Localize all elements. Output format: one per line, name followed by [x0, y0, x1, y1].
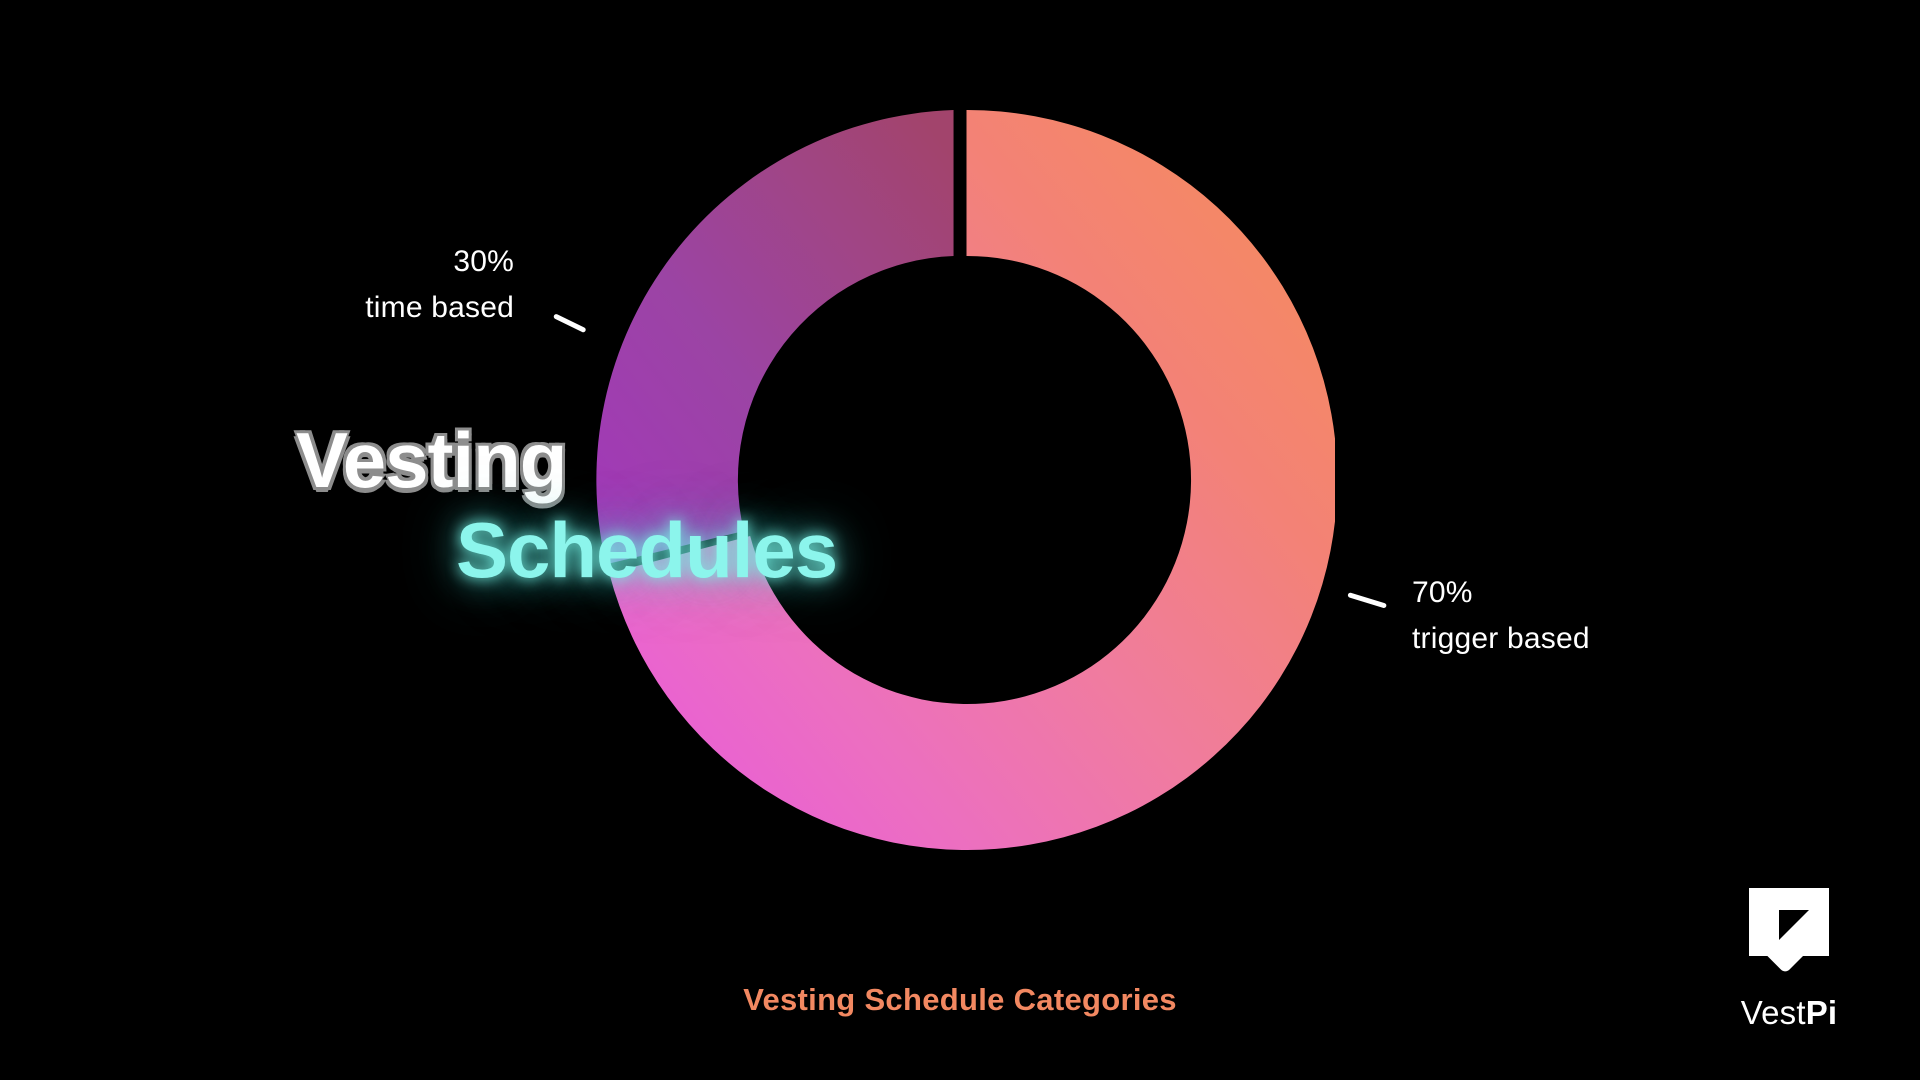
- donut-slice-time-based: [596, 110, 954, 565]
- callout-time-based: 30% time based: [365, 239, 514, 331]
- vestpi-badge-icon: [1749, 888, 1829, 972]
- donut-slice-trigger-based: [609, 110, 1335, 850]
- callout-time-based-percent: 30%: [453, 245, 514, 278]
- brand-logo: VestPi: [1714, 884, 1864, 1032]
- brand-logo-text: VestPi: [1714, 994, 1864, 1032]
- callout-trigger-based-label: trigger based: [1412, 622, 1590, 655]
- leader-line-time-based: [552, 313, 587, 334]
- callout-trigger-based: 70% trigger based: [1412, 570, 1590, 662]
- callout-time-based-label: time based: [365, 291, 514, 324]
- leader-line-trigger-based: [1347, 592, 1387, 609]
- donut-chart: [585, 105, 1335, 855]
- donut-chart-svg: [596, 110, 1335, 850]
- callout-trigger-based-percent: 70%: [1412, 576, 1473, 609]
- brand-logo-text-regular: Vest: [1740, 994, 1806, 1031]
- brand-logo-text-bold: Pi: [1805, 994, 1838, 1031]
- chart-caption: Vesting Schedule Categories: [743, 982, 1177, 1017]
